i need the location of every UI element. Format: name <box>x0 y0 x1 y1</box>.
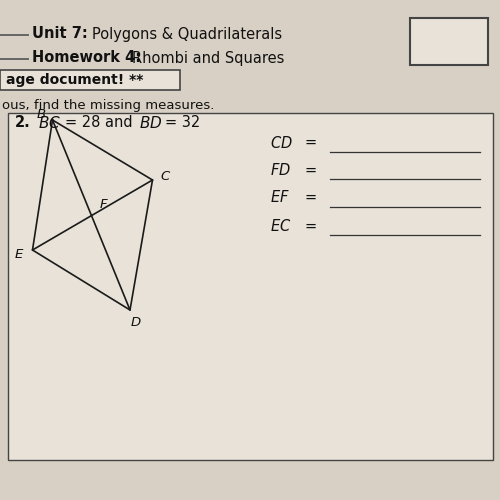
Text: = 28 and: = 28 and <box>65 115 132 130</box>
Text: =: = <box>304 218 316 234</box>
Text: $C$: $C$ <box>160 170 171 182</box>
FancyBboxPatch shape <box>0 70 180 90</box>
Text: $F$: $F$ <box>98 198 108 211</box>
Text: $BC$: $BC$ <box>38 114 60 130</box>
Text: age document! **: age document! ** <box>6 73 143 87</box>
Text: $B$: $B$ <box>36 108 46 122</box>
Text: $FD$: $FD$ <box>270 162 291 178</box>
Text: = 32: = 32 <box>165 115 200 130</box>
Text: $EF$: $EF$ <box>270 190 290 206</box>
Text: ous, find the missing measures.: ous, find the missing measures. <box>2 98 215 112</box>
Text: Rhombi and Squares: Rhombi and Squares <box>132 50 285 66</box>
Text: =: = <box>304 162 316 178</box>
Text: $D$: $D$ <box>130 316 142 330</box>
Text: Polygons & Quadrilaterals: Polygons & Quadrilaterals <box>92 26 282 42</box>
Text: =: = <box>304 190 316 205</box>
Text: =: = <box>304 135 316 150</box>
FancyBboxPatch shape <box>8 112 492 460</box>
Text: 2.: 2. <box>15 115 31 130</box>
FancyBboxPatch shape <box>410 18 488 65</box>
Text: Unit 7:: Unit 7: <box>32 26 88 42</box>
Text: $EC$: $EC$ <box>270 218 291 234</box>
Text: $BD$: $BD$ <box>139 114 162 130</box>
Text: $E$: $E$ <box>14 248 24 260</box>
Text: Homework 4:: Homework 4: <box>32 50 142 66</box>
Text: $CD$: $CD$ <box>270 134 293 150</box>
